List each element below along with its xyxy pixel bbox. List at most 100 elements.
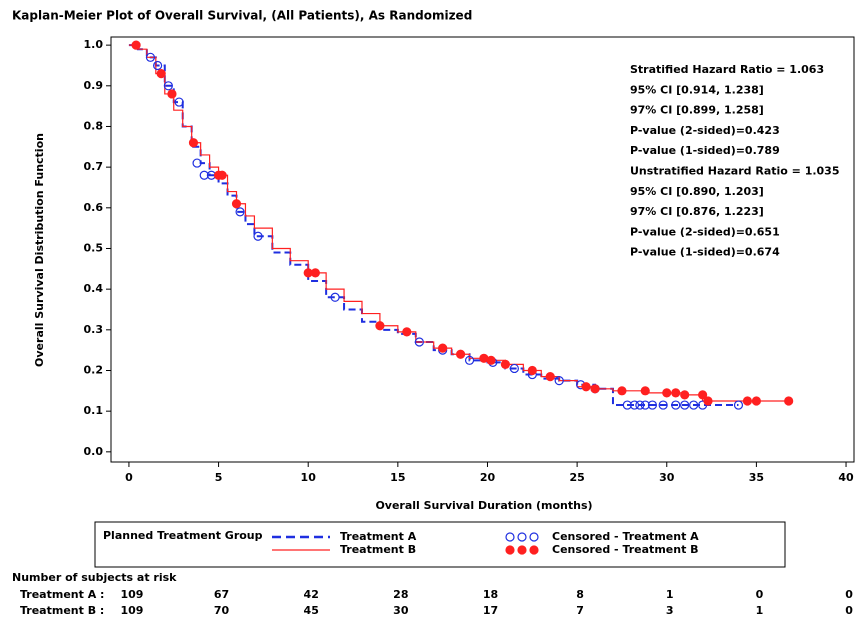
censor-mark bbox=[375, 321, 385, 331]
censor-mark bbox=[153, 60, 163, 71]
at-risk-value: 45 bbox=[304, 604, 319, 617]
y-tick-label: 0.3 bbox=[84, 323, 104, 336]
x-tick-label: 10 bbox=[301, 471, 317, 484]
censor-mark bbox=[554, 376, 564, 386]
censor-mark bbox=[167, 89, 177, 99]
x-tick-label: 35 bbox=[749, 471, 764, 484]
censor-mark bbox=[527, 365, 537, 376]
y-tick-label: 0.4 bbox=[84, 282, 104, 295]
censor-mark bbox=[500, 359, 511, 369]
censor-mark bbox=[310, 268, 320, 278]
y-tick-label: 0.8 bbox=[84, 119, 104, 132]
legend-box bbox=[94, 521, 786, 568]
y-tick-label: 0.1 bbox=[84, 404, 104, 417]
at-risk-title: Number of subjects at risk bbox=[12, 571, 177, 584]
chart-title: Kaplan-Meier Plot of Overall Survival, (… bbox=[12, 9, 472, 23]
censor-mark bbox=[330, 292, 340, 302]
censor-mark bbox=[590, 384, 600, 394]
annotation: Unstratified Hazard Ratio = 1.035 bbox=[630, 165, 840, 178]
legend-marker bbox=[529, 545, 539, 555]
legend-marker bbox=[505, 532, 515, 542]
y-tick-label: 0.0 bbox=[84, 445, 104, 458]
censor-mark bbox=[671, 388, 681, 398]
censor-mark bbox=[698, 390, 708, 400]
x-tick-label: 5 bbox=[215, 471, 223, 484]
censor-mark bbox=[617, 386, 627, 396]
censor-mark bbox=[231, 199, 242, 209]
censor-mark bbox=[784, 396, 794, 406]
censor-mark bbox=[455, 349, 466, 359]
legend-marker bbox=[529, 532, 539, 542]
y-tick-label: 0.9 bbox=[84, 79, 104, 92]
at-risk-value: 18 bbox=[483, 588, 498, 601]
censor-mark bbox=[199, 170, 209, 180]
censor-mark bbox=[662, 388, 672, 398]
y-tick-label: 0.6 bbox=[84, 201, 104, 214]
censor-mark bbox=[742, 396, 753, 406]
y-tick-label: 0.7 bbox=[84, 160, 104, 173]
at-risk-value: 0 bbox=[845, 588, 853, 601]
censor-mark bbox=[217, 170, 227, 180]
annotation: P-value (2-sided)=0.651 bbox=[630, 225, 780, 238]
censor-mark bbox=[733, 400, 744, 410]
x-tick-label: 20 bbox=[480, 471, 496, 484]
x-tick-label: 15 bbox=[390, 471, 405, 484]
censor-mark bbox=[145, 52, 156, 62]
annotation: 95% CI [0.890, 1.203] bbox=[630, 185, 764, 198]
legend-title: Planned Treatment Group bbox=[103, 529, 263, 542]
x-tick-label: 25 bbox=[569, 471, 584, 484]
censor-mark bbox=[545, 371, 555, 382]
legend-label: Censored - Treatment A bbox=[552, 530, 699, 543]
at-risk-value: 70 bbox=[214, 604, 230, 617]
legend-marker bbox=[505, 545, 515, 555]
legend-marker bbox=[517, 532, 527, 542]
censor-mark bbox=[131, 40, 141, 50]
at-risk-value: 109 bbox=[120, 604, 143, 617]
at-risk-value: 8 bbox=[576, 588, 584, 601]
censor-mark bbox=[188, 138, 199, 148]
at-risk-value: 17 bbox=[483, 604, 498, 617]
at-risk-value: 1 bbox=[756, 604, 764, 617]
x-tick-label: 30 bbox=[659, 471, 675, 484]
annotation: 95% CI [0.914, 1.238] bbox=[630, 83, 764, 96]
legend-label: Treatment B bbox=[340, 543, 416, 556]
censor-mark bbox=[680, 390, 690, 400]
x-tick-label: 40 bbox=[838, 471, 854, 484]
annotation: P-value (2-sided)=0.423 bbox=[630, 124, 780, 137]
censor-mark bbox=[647, 400, 658, 410]
censor-mark bbox=[629, 400, 640, 410]
censor-mark bbox=[622, 400, 632, 410]
y-tick-label: 0.2 bbox=[84, 363, 104, 376]
censor-mark bbox=[581, 382, 591, 392]
at-risk-value: 67 bbox=[214, 588, 229, 601]
censor-mark bbox=[253, 231, 263, 241]
censor-mark bbox=[402, 327, 412, 337]
at-risk-value: 0 bbox=[845, 604, 853, 617]
censor-mark bbox=[464, 355, 475, 365]
censor-mark bbox=[509, 363, 519, 374]
censor-mark bbox=[640, 400, 650, 410]
at-risk-value: 109 bbox=[120, 588, 143, 601]
censor-mark bbox=[156, 69, 166, 79]
y-tick-label: 0.5 bbox=[84, 241, 104, 254]
censor-mark bbox=[486, 355, 496, 365]
censor-mark bbox=[635, 400, 645, 410]
annotation: 97% CI [0.876, 1.223] bbox=[630, 205, 764, 218]
annotation: 97% CI [0.899, 1.258] bbox=[630, 104, 764, 117]
censor-mark bbox=[414, 337, 424, 347]
censor-mark bbox=[671, 400, 681, 410]
y-axis-label: Overall Survival Distribution Function bbox=[33, 133, 46, 367]
x-axis-label: Overall Survival Duration (months) bbox=[375, 499, 592, 512]
censor-mark bbox=[192, 158, 202, 168]
at-risk-value: 3 bbox=[666, 604, 674, 617]
legend-label: Censored - Treatment B bbox=[552, 543, 699, 556]
x-tick-label: 0 bbox=[125, 471, 133, 484]
at-risk-value: 28 bbox=[393, 588, 408, 601]
y-tick-label: 1.0 bbox=[84, 38, 104, 51]
censor-mark bbox=[751, 396, 761, 406]
censor-mark bbox=[680, 400, 690, 410]
annotation: P-value (1-sided)=0.789 bbox=[630, 144, 780, 157]
censor-mark bbox=[163, 81, 173, 91]
at-risk-value: 42 bbox=[304, 588, 319, 601]
at-risk-row-label: Treatment A : bbox=[20, 588, 104, 601]
